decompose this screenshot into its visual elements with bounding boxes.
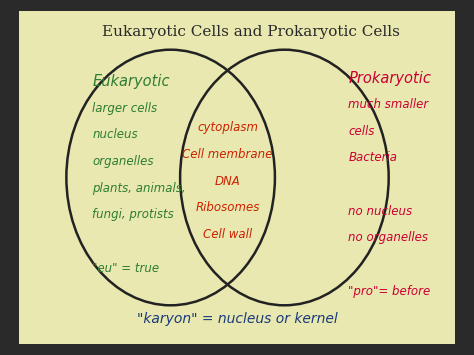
Text: Eukaryotic: Eukaryotic [92,74,170,89]
Text: nucleus: nucleus [92,129,138,141]
Text: no organelles: no organelles [348,231,428,244]
Text: "eu" = true: "eu" = true [92,262,160,274]
Text: Eukaryotic Cells and Prokaryotic Cells: Eukaryotic Cells and Prokaryotic Cells [102,25,400,39]
Text: much smaller: much smaller [348,98,428,111]
Text: Ribosomes: Ribosomes [195,201,260,214]
Text: fungi, protists: fungi, protists [92,208,174,221]
Text: plants, animals,: plants, animals, [92,182,186,195]
FancyBboxPatch shape [19,11,455,344]
Text: no nucleus: no nucleus [348,205,412,218]
Text: Bacteria: Bacteria [348,152,397,164]
Text: "karyon" = nucleus or kernel: "karyon" = nucleus or kernel [137,312,337,327]
Text: Prokaryotic: Prokaryotic [348,71,431,86]
Text: "pro"= before: "pro"= before [348,285,431,297]
Text: Cell wall: Cell wall [203,228,252,241]
Text: DNA: DNA [215,175,240,187]
Text: organelles: organelles [92,155,154,168]
Text: cells: cells [348,125,375,138]
Text: larger cells: larger cells [92,102,157,115]
Text: Cell membrane: Cell membrane [182,148,273,161]
Text: cytoplasm: cytoplasm [197,121,258,134]
